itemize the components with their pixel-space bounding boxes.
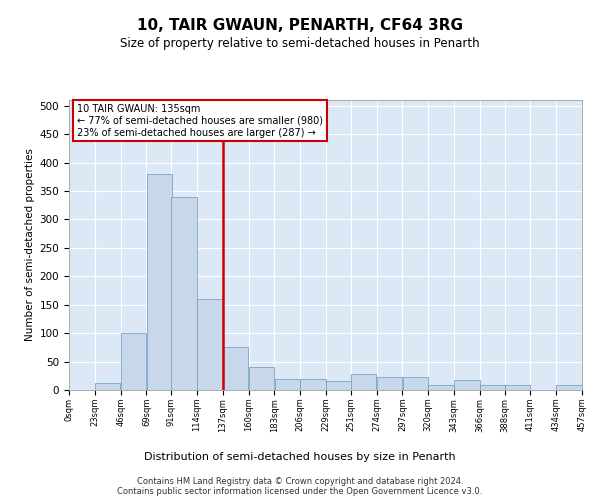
Bar <box>480 386 505 390</box>
Text: Contains HM Land Registry data © Crown copyright and database right 2024.: Contains HM Land Registry data © Crown c… <box>137 478 463 486</box>
Text: Distribution of semi-detached houses by size in Penarth: Distribution of semi-detached houses by … <box>144 452 456 462</box>
Bar <box>95 383 121 390</box>
Bar <box>454 380 479 390</box>
Text: Size of property relative to semi-detached houses in Penarth: Size of property relative to semi-detach… <box>120 38 480 51</box>
Bar <box>428 386 454 390</box>
Text: 10, TAIR GWAUN, PENARTH, CF64 3RG: 10, TAIR GWAUN, PENARTH, CF64 3RG <box>137 18 463 32</box>
Bar <box>121 333 146 390</box>
Bar <box>223 348 248 390</box>
Bar <box>377 378 402 390</box>
Bar <box>556 386 582 390</box>
Bar <box>249 368 274 390</box>
Bar <box>505 386 530 390</box>
Bar <box>146 174 172 390</box>
Bar <box>275 378 300 390</box>
Text: 10 TAIR GWAUN: 135sqm
← 77% of semi-detached houses are smaller (980)
23% of sem: 10 TAIR GWAUN: 135sqm ← 77% of semi-deta… <box>77 104 323 138</box>
Bar <box>172 196 197 390</box>
Bar <box>351 374 376 390</box>
Y-axis label: Number of semi-detached properties: Number of semi-detached properties <box>25 148 35 342</box>
Bar <box>403 378 428 390</box>
Text: Contains public sector information licensed under the Open Government Licence v3: Contains public sector information licen… <box>118 488 482 496</box>
Bar <box>326 382 352 390</box>
Bar <box>301 378 326 390</box>
Bar <box>197 299 223 390</box>
